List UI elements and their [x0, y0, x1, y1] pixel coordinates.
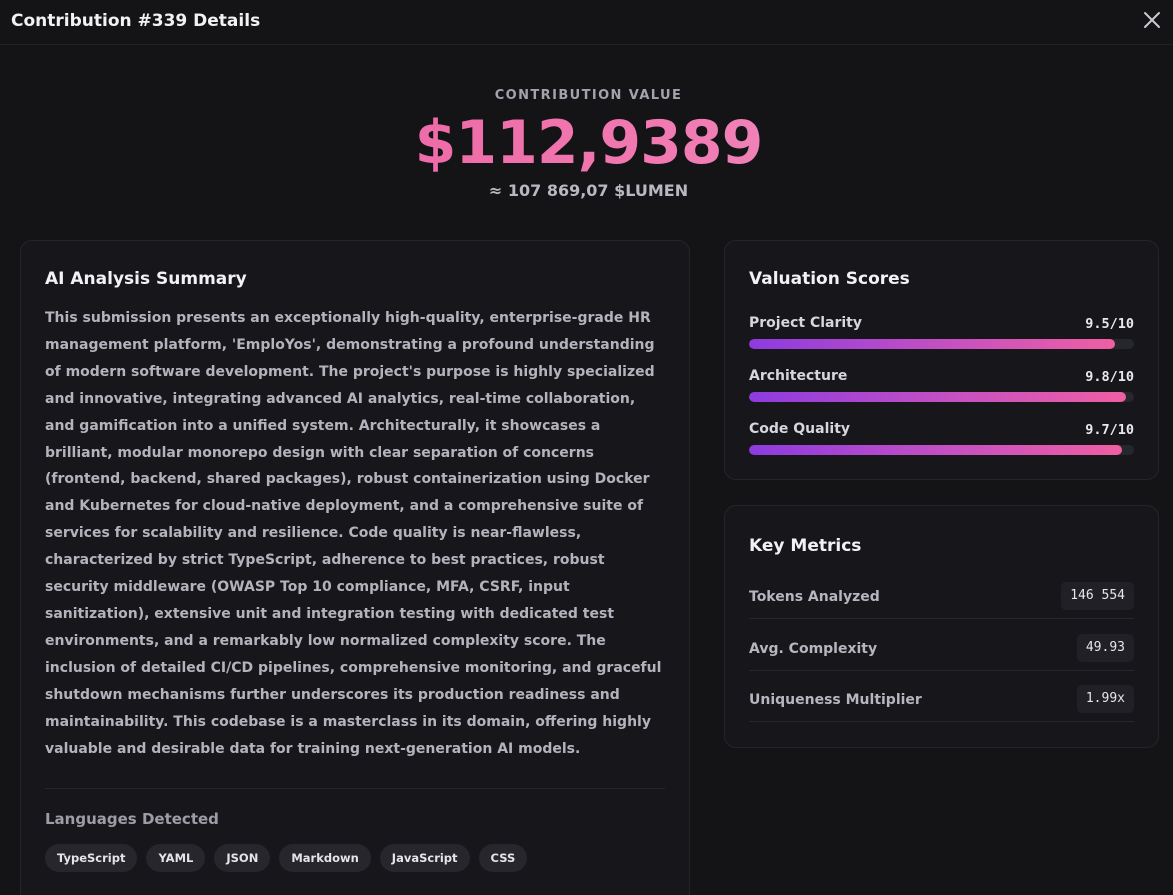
metric-row-uniqueness-multiplier: Uniqueness Multiplier 1.99x [749, 682, 1134, 722]
modal-header: Contribution #339 Details [0, 0, 1173, 45]
languages-label: Languages Detected [45, 810, 219, 828]
score-bar [749, 339, 1134, 349]
close-button[interactable] [1140, 8, 1164, 32]
contribution-value-label: CONTRIBUTION VALUE [494, 88, 683, 103]
metric-value: 146 554 [1061, 582, 1134, 610]
score-bar-fill [749, 445, 1123, 455]
language-chips: TypeScript YAML JSON Markdown JavaScript… [45, 844, 528, 872]
score-row-architecture: Architecture 9.8/10 [749, 368, 1134, 402]
score-value: 9.8/10 [1085, 369, 1134, 385]
score-label: Architecture [749, 368, 848, 384]
divider [45, 788, 665, 789]
score-bar-fill [749, 392, 1127, 402]
language-chip: TypeScript [45, 844, 138, 872]
modal-title: Contribution #339 Details [11, 11, 261, 31]
score-bar [749, 392, 1134, 402]
score-label: Code Quality [749, 421, 851, 437]
score-value: 9.5/10 [1085, 316, 1134, 332]
score-row-code-quality: Code Quality 9.7/10 [749, 421, 1134, 455]
score-bar [749, 445, 1134, 455]
close-icon [1144, 12, 1160, 28]
token-equivalent: ≈ 107 869,07 $LUMEN [488, 181, 689, 200]
score-bar-fill [749, 339, 1115, 349]
metric-label: Tokens Analyzed [749, 589, 880, 605]
metrics-title: Key Metrics [749, 536, 862, 556]
summary-text: This submission presents an exceptionall… [45, 310, 662, 757]
metric-row-avg-complexity: Avg. Complexity 49.93 [749, 631, 1134, 671]
ai-analysis-summary-card: AI Analysis Summary This submission pres… [20, 240, 690, 895]
score-row-project-clarity: Project Clarity 9.5/10 [749, 315, 1134, 349]
language-chip: Markdown [279, 844, 371, 872]
language-chip: JavaScript [379, 844, 470, 872]
score-value: 9.7/10 [1085, 422, 1134, 438]
metric-row-tokens-analyzed: Tokens Analyzed 146 554 [749, 579, 1134, 619]
score-label: Project Clarity [749, 315, 862, 331]
scores-title: Valuation Scores [749, 269, 910, 289]
metric-label: Avg. Complexity [749, 641, 878, 657]
language-chip: YAML [146, 844, 206, 872]
valuation-scores-card: Valuation Scores Project Clarity 9.5/10 … [724, 240, 1159, 480]
metric-value: 1.99x [1076, 685, 1134, 713]
language-chip: CSS [478, 844, 528, 872]
key-metrics-card: Key Metrics Tokens Analyzed 146 554 Avg.… [724, 505, 1159, 748]
contribution-value-amount: $112,9389 [0, 103, 1173, 183]
summary-title: AI Analysis Summary [45, 269, 247, 289]
metric-label: Uniqueness Multiplier [749, 692, 922, 708]
language-chip: JSON [214, 844, 271, 872]
metric-value: 49.93 [1076, 634, 1134, 662]
